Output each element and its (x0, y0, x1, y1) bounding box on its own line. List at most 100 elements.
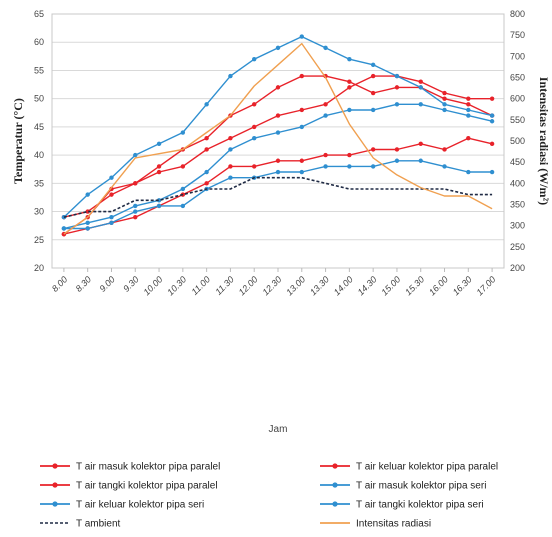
series-2-point-7 (228, 135, 233, 141)
series-3-point-11 (323, 164, 328, 169)
series-5-point-12 (347, 107, 352, 113)
series-2-point-1 (85, 209, 90, 214)
series-3-point-9 (275, 169, 281, 175)
y-right-tick-250: 250 (510, 242, 525, 252)
legend-marker-1 (332, 463, 338, 469)
y-left-tick-50: 50 (34, 94, 44, 104)
series-4-point-13 (370, 62, 376, 67)
legend: T air masuk kolektor pipa paralel T air k… (40, 462, 498, 530)
series-0-point-6 (204, 181, 209, 186)
legend-item-2: T air tangki kolektor pipa paralel (40, 481, 218, 492)
series-5-point-15 (418, 102, 423, 107)
series-5-point-5 (180, 186, 186, 192)
legend-item-4: T air keluar kolektor pipa seri (40, 500, 204, 511)
y-right-tick-400: 400 (510, 178, 525, 188)
legend-marker-3 (332, 482, 338, 488)
y-left-tick-30: 30 (34, 207, 44, 217)
series-2-point-11 (323, 102, 328, 107)
series-5 (61, 102, 495, 231)
left-axis-ticks: 20 25 30 35 40 45 50 55 60 65 (34, 9, 44, 273)
series-4-point-8 (252, 56, 257, 62)
series-1-point-6 (204, 135, 209, 141)
series-4-point-2 (109, 175, 114, 180)
series-4-point-4 (156, 141, 162, 147)
y-left-tick-65: 65 (34, 9, 44, 19)
series-2-point-10 (299, 107, 304, 113)
y-right-tick-700: 700 (510, 51, 525, 61)
y-right-tick-650: 650 (510, 73, 525, 83)
series-2-point-4 (156, 169, 162, 175)
legend-item-6: T ambient (40, 519, 121, 530)
y-right-tick-600: 600 (510, 94, 525, 104)
series-4-point-0 (61, 215, 67, 220)
series-4-point-10 (299, 34, 304, 39)
series-line-7 (63, 42, 493, 235)
y-left-tick-55: 55 (34, 65, 44, 75)
series-2-point-2 (109, 192, 114, 197)
series-6 (63, 176, 493, 218)
series-0-point-10 (299, 158, 304, 163)
y-axis-right-title: Intensitas radiasi (W/m²) (537, 77, 551, 205)
legend-item-0: T air masuk kolektor pipa paralel (40, 462, 220, 473)
series-5-point-1 (85, 220, 90, 226)
series-4-point-11 (323, 45, 328, 51)
series-3-point-10 (299, 169, 304, 175)
series-0-point-15 (418, 141, 423, 147)
series-3-point-17 (466, 169, 471, 175)
series-5-point-10 (299, 124, 304, 130)
series-0-point-8 (252, 164, 257, 169)
series-2-point-13 (370, 73, 376, 79)
series-0-point-9 (275, 158, 281, 163)
series-0-point-11 (323, 152, 328, 158)
y-right-tick-550: 550 (510, 115, 525, 125)
legend-item-1: T air keluar kolektor pipa paralel (320, 462, 498, 473)
legend-label-3: T air masuk kolektor pipa seri (356, 481, 486, 492)
series-line-6 (63, 176, 493, 218)
series-2-point-18 (489, 96, 495, 101)
series-5-point-17 (466, 113, 471, 118)
series-5-point-3 (133, 203, 138, 209)
series-4-point-7 (228, 73, 233, 79)
series-2-point-12 (347, 85, 352, 90)
series-2-point-9 (275, 113, 281, 118)
legend-label-0: T air masuk kolektor pipa paralel (76, 462, 220, 473)
series-3-point-15 (418, 158, 423, 163)
y-left-tick-45: 45 (34, 122, 44, 132)
series-1-point-8 (252, 102, 257, 107)
series-1-point-13 (370, 90, 376, 96)
series-4-point-5 (180, 130, 186, 135)
series-5-point-18 (489, 119, 495, 124)
series-4-point-18 (489, 113, 495, 118)
series-4-point-6 (204, 102, 209, 107)
series-4-point-1 (85, 192, 90, 197)
x-axis-title: Jam (269, 424, 288, 435)
series-3-point-2 (109, 220, 114, 226)
series-0-point-18 (489, 141, 495, 147)
series-4-point-15 (418, 85, 423, 90)
series-2-point-16 (442, 90, 447, 96)
legend-item-7: Intensitas radiasi (320, 519, 431, 530)
legend-label-1: T air keluar kolektor pipa paralel (356, 462, 498, 473)
y-right-tick-500: 500 (510, 136, 525, 146)
series-2-point-17 (466, 96, 471, 101)
series-2-point-5 (180, 164, 186, 169)
series-5-point-14 (394, 102, 400, 107)
series-1-point-16 (442, 96, 447, 101)
series-0-point-7 (228, 164, 233, 169)
series-5-point-7 (228, 147, 233, 152)
y-right-tick-350: 350 (510, 200, 525, 210)
series-1-point-17 (466, 102, 471, 107)
series-0-point-13 (370, 147, 376, 152)
y-left-tick-20: 20 (34, 263, 44, 273)
series-3 (61, 158, 495, 231)
legend-marker-2 (52, 482, 58, 488)
series-3-point-12 (347, 164, 352, 169)
y-right-tick-800: 800 (510, 9, 525, 19)
series-2 (61, 73, 495, 220)
y-axis-left-title: Temperatur (°C) (11, 98, 25, 184)
series-2-point-6 (204, 147, 209, 152)
legend-label-4: T air keluar kolektor pipa seri (76, 500, 204, 511)
y-right-tick-300: 300 (510, 221, 525, 231)
y-right-tick-750: 750 (510, 30, 525, 40)
